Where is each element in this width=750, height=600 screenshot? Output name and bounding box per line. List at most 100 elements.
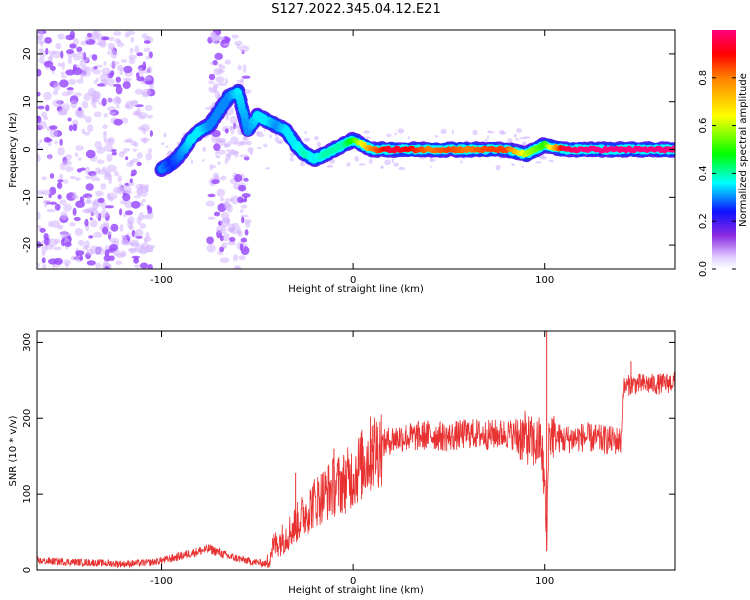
noise-blob — [139, 112, 148, 119]
noise-blob — [60, 211, 68, 220]
spectrogram-x-axis-label: Height of straight line (km) — [288, 284, 424, 295]
noise-blob — [212, 60, 218, 66]
noise-blob — [60, 50, 64, 59]
noise-blob — [130, 173, 135, 177]
noise-blob — [114, 96, 121, 103]
noise-blob — [112, 83, 122, 88]
noise-blob — [96, 177, 100, 182]
noise-blob — [216, 149, 226, 155]
noise-blob — [247, 147, 254, 153]
noise-blob — [407, 136, 411, 140]
noise-blob — [107, 78, 115, 87]
noise-blob — [45, 138, 53, 142]
noise-blob — [106, 153, 113, 162]
noise-blob — [213, 211, 221, 217]
y-tick-label: -10 — [22, 189, 33, 205]
noise-blob — [99, 73, 110, 82]
noise-blob — [75, 200, 85, 208]
noise-blob — [76, 168, 82, 173]
noise-blob — [92, 68, 101, 75]
x-tick-label: -100 — [150, 576, 173, 587]
noise-blob — [225, 112, 229, 121]
noise-blob — [49, 201, 57, 205]
noise-blob — [75, 250, 85, 256]
noise-blob — [133, 232, 138, 238]
noise-blob — [57, 33, 65, 40]
noise-blob — [430, 158, 436, 162]
noise-blob — [56, 181, 63, 190]
noise-blob — [120, 234, 126, 239]
snr-y-axis-label: SNR (10 * v/v) — [8, 415, 19, 486]
noise-blob — [240, 214, 249, 218]
noise-blob — [100, 183, 107, 190]
noise-blob — [63, 259, 71, 266]
noise-blob — [116, 42, 125, 48]
noise-blob — [66, 87, 74, 91]
noise-blob — [128, 248, 137, 254]
noise-blob — [123, 148, 131, 152]
noise-blob — [129, 159, 135, 165]
noise-blob — [101, 67, 111, 76]
noise-blob — [130, 101, 139, 107]
noise-blob — [233, 254, 239, 262]
noise-blob — [39, 40, 45, 45]
noise-blob — [66, 49, 74, 55]
noise-blob — [257, 133, 265, 138]
noise-blob — [219, 197, 225, 202]
noise-blob — [76, 46, 83, 53]
noise-blob — [108, 111, 117, 116]
noise-blob — [81, 68, 92, 77]
y-tick-label: -20 — [22, 237, 33, 253]
noise-blob — [44, 37, 52, 44]
noise-blob — [103, 113, 108, 118]
noise-blob — [41, 250, 46, 256]
noise-blob — [46, 208, 56, 213]
noise-blob — [85, 183, 94, 191]
noise-blob — [141, 199, 146, 203]
noise-blob — [109, 61, 117, 69]
noise-blob — [314, 135, 319, 141]
noise-blob — [213, 143, 221, 152]
noise-blob — [79, 59, 87, 68]
noise-blob — [61, 61, 65, 70]
noise-blob — [230, 195, 240, 205]
noise-blob — [118, 151, 125, 158]
noise-blob — [239, 154, 249, 158]
noise-blob — [43, 116, 49, 121]
noise-blob — [61, 160, 72, 167]
spectrogram-y-axis-label: Frequency (Hz) — [8, 112, 19, 188]
noise-blob — [244, 221, 251, 228]
noise-blob — [110, 49, 118, 59]
noise-blob — [90, 90, 100, 100]
noise-blob — [69, 222, 76, 227]
noise-blob — [58, 173, 64, 180]
noise-blob — [122, 81, 131, 89]
noise-blob — [69, 175, 76, 180]
noise-blob — [95, 210, 100, 219]
noise-blob — [125, 210, 133, 216]
noise-blob — [90, 174, 98, 182]
colorbar: 0.0 0.2 0.4 0.6 0.8 Normalized spectral ampl… — [698, 30, 749, 277]
noise-blob — [208, 80, 215, 85]
noise-blob — [103, 61, 107, 66]
noise-blob — [522, 141, 527, 147]
noise-blob — [239, 243, 244, 251]
noise-blob — [85, 35, 90, 42]
colorbar-tick-label: 0.6 — [698, 118, 709, 134]
noise-blob — [205, 200, 215, 207]
colorbar-tick-label: 0.8 — [698, 70, 709, 86]
noise-blob — [507, 138, 513, 143]
noise-blob — [101, 201, 107, 211]
noise-blob — [113, 118, 123, 126]
noise-blob — [119, 200, 127, 205]
noise-blob — [105, 205, 114, 209]
noise-blob — [114, 170, 119, 177]
noise-blob — [64, 241, 72, 247]
noise-blob — [146, 114, 153, 119]
noise-blob — [53, 246, 62, 251]
spectrogram-ridge — [154, 83, 675, 177]
noise-blob — [103, 138, 113, 144]
noise-blob — [134, 244, 145, 254]
